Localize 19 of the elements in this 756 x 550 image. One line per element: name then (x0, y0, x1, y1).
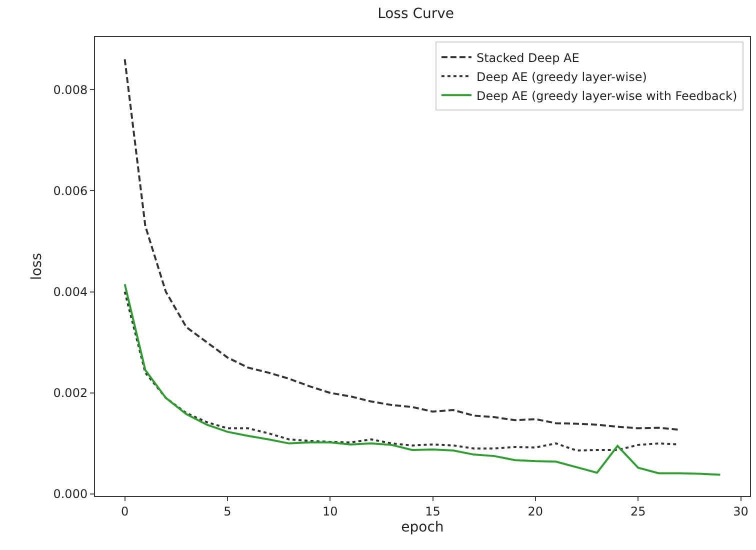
x-tick-label: 0 (120, 504, 129, 518)
x-tick-label: 5 (224, 504, 232, 518)
legend-label: Stacked Deep AE (476, 50, 580, 65)
x-tick-label: 25 (630, 504, 646, 518)
y-tick-label: 0.008 (53, 82, 88, 97)
x-tick-label: 15 (425, 504, 440, 518)
x-tick-label: 10 (322, 504, 338, 518)
legend-label: Deep AE (greedy layer-wise) (476, 70, 647, 84)
line-series (124, 283, 722, 476)
legend-label: Deep AE (greedy layer-wise with Feedback) (476, 88, 738, 103)
y-tick-label: 0.000 (53, 487, 88, 502)
x-axis-title: epoch (401, 520, 444, 536)
y-tick-label: 0.006 (53, 184, 88, 198)
y-axis-title: loss (28, 252, 45, 280)
x-tick-label: 30 (733, 504, 748, 518)
y-tick-label: 0.004 (53, 284, 88, 299)
y-tick-label: 0.002 (53, 386, 88, 400)
chart-title: Loss Curve (378, 6, 454, 22)
x-tick-label: 20 (528, 504, 544, 518)
